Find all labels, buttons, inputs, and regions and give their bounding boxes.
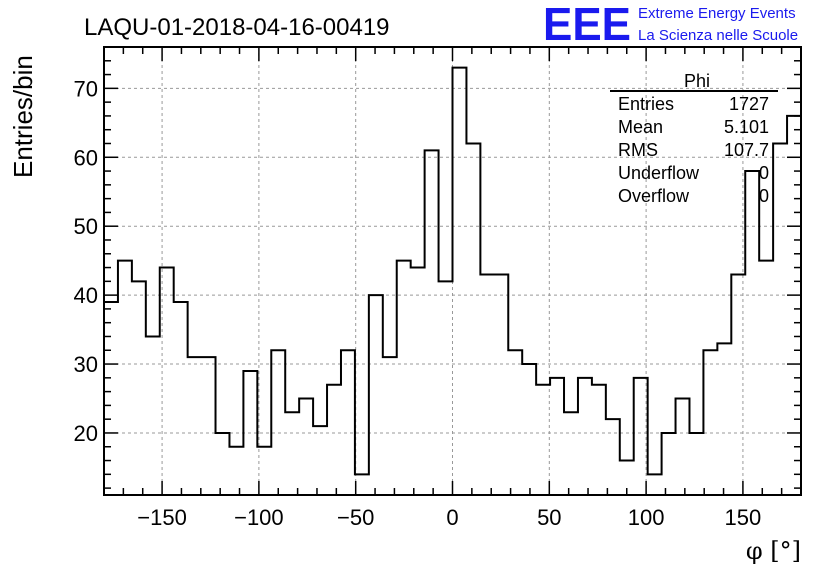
stats-row-label: Mean xyxy=(618,117,663,137)
histogram-series-line xyxy=(104,66,801,476)
tick-labels: −150 −100 −50 0 50 100 150 20 30 40 50 60 70 xyxy=(74,76,762,530)
x-tick-label: 50 xyxy=(537,505,561,530)
logo-line-2: La Scienza nelle Scuole xyxy=(638,27,798,44)
eee-logo-mark: EEE xyxy=(543,0,631,50)
stats-row-value: 0 xyxy=(759,163,769,183)
stats-row-value: 0 xyxy=(759,186,769,206)
x-tick-label: −100 xyxy=(234,505,284,530)
x-tick-label: 100 xyxy=(628,505,665,530)
x-tick-label: −50 xyxy=(337,505,374,530)
y-tick-label: 50 xyxy=(74,214,98,239)
stats-row-value: 5.101 xyxy=(724,117,769,137)
x-tick-label: 150 xyxy=(725,505,762,530)
stats-box: Phi Entries 1727 Mean 5.101 RMS 107.7 Underflo… xyxy=(610,71,778,206)
y-tick-label: 70 xyxy=(74,76,98,101)
stats-row-value: 1727 xyxy=(729,94,769,114)
y-tick-label: 20 xyxy=(74,421,98,446)
stats-row-label: Entries xyxy=(618,94,674,114)
chart-title: LAQU-01-2018-04-16-00419 xyxy=(84,14,390,41)
x-tick-label: −150 xyxy=(137,505,187,530)
stats-rows: Entries 1727 Mean 5.101 RMS 107.7 Underflow 0 Ov… xyxy=(618,94,769,206)
stats-row-value: 107.7 xyxy=(724,140,769,160)
x-axis-label: φ [°] xyxy=(746,537,801,565)
y-tick-label: 40 xyxy=(74,283,98,308)
eee-logo: EEE Extreme Energy Events La Scienza nel… xyxy=(543,0,798,50)
stats-title: Phi xyxy=(684,71,710,91)
y-tick-label: 30 xyxy=(74,352,98,377)
x-tick-label: 0 xyxy=(446,505,458,530)
logo-line-1: Extreme Energy Events xyxy=(638,5,796,22)
y-axis-label: Entries/bin xyxy=(8,55,38,178)
stats-row-label: RMS xyxy=(618,140,658,160)
plot-frame xyxy=(103,46,802,496)
y-tick-label: 60 xyxy=(74,145,98,170)
stats-row-label: Underflow xyxy=(618,163,700,183)
stats-row-label: Overflow xyxy=(618,186,690,206)
